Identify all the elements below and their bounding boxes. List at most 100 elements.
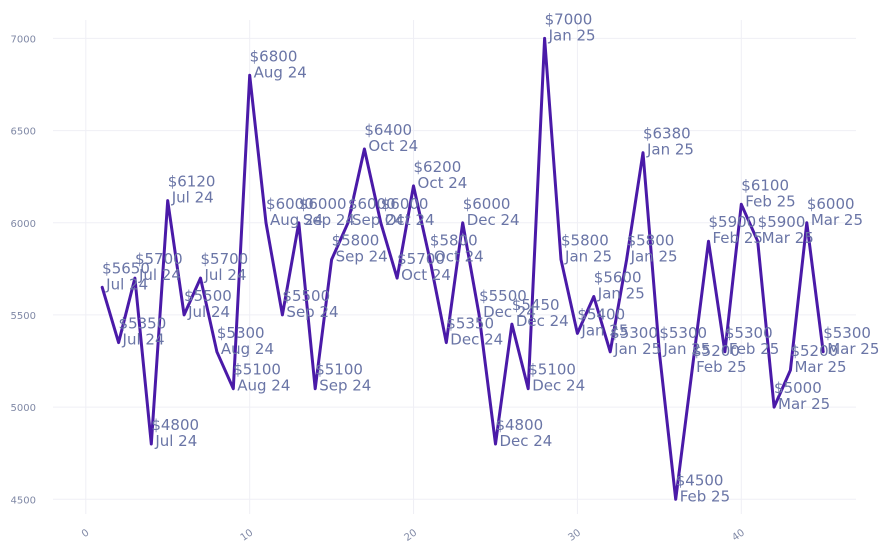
data-label: $6000 Sep 24 [299, 195, 355, 229]
data-label-month: Sep 24 [319, 377, 371, 395]
data-label-month: Jan 25 [564, 248, 612, 266]
data-label: $5100 Aug 24 [233, 361, 290, 395]
data-label-month: Jan 25 [597, 284, 645, 302]
data-label: $5650 Jul 24 [102, 259, 150, 293]
data-label-price: $5650 [102, 259, 150, 277]
data-label-price: $7000 [545, 10, 593, 28]
data-label-month: Oct 24 [434, 248, 484, 266]
data-label: $5800 Jan 25 [627, 232, 678, 266]
data-label-month: Dec 24 [532, 377, 585, 395]
data-label-price: $5500 [479, 287, 527, 305]
y-tick-label: 7000 [11, 34, 36, 45]
data-label-month: Dec 24 [467, 211, 520, 229]
data-label-price: $5100 [315, 361, 363, 379]
data-label: $5300 Jan 25 [610, 324, 661, 358]
data-label: $5100 Sep 24 [315, 361, 371, 395]
data-label: $5800 Sep 24 [332, 232, 388, 266]
data-label: $5800 Oct 24 [430, 232, 484, 266]
data-label-month: Sep 24 [303, 211, 355, 229]
data-label-price: $6380 [643, 125, 691, 143]
data-label-month: Jan 25 [548, 26, 596, 44]
data-label-price: $5100 [528, 361, 576, 379]
data-label-price: $5300 [725, 324, 773, 342]
data-label: $5700 Oct 24 [397, 250, 451, 284]
data-label: $5600 Jan 25 [594, 268, 645, 302]
data-label: $6000 Mar 25 [807, 195, 863, 229]
data-label-price: $6000 [348, 195, 396, 213]
data-label-month: Oct 24 [401, 266, 451, 284]
data-label-month: Jan 25 [646, 141, 694, 159]
data-label: $5450 Dec 24 [512, 296, 569, 330]
x-tick-label: 40 [730, 527, 747, 543]
data-label-month: Sep 24 [286, 303, 338, 321]
data-label-month: Sep 24 [352, 211, 404, 229]
data-label: $6100 Feb 25 [741, 176, 795, 210]
data-label: $5100 Dec 24 [528, 361, 585, 395]
data-label-month: Jul 24 [171, 189, 214, 207]
data-label: $5300 Mar 25 [823, 324, 879, 358]
data-label-price: $5700 [200, 250, 248, 268]
data-label-month: Jul 24 [154, 432, 197, 450]
data-label: $5200 Feb 25 [692, 342, 746, 376]
data-label-price: $5100 [233, 361, 281, 379]
y-tick-label: 6000 [11, 219, 36, 230]
data-label-price: $5500 [184, 287, 232, 305]
data-label: $7000 Jan 25 [545, 10, 596, 44]
data-label: $5350 Jul 24 [119, 315, 167, 349]
data-label-price: $5200 [790, 342, 838, 360]
data-label-month: Jul 24 [187, 303, 230, 321]
data-label-price: $5700 [135, 250, 183, 268]
data-label-month: Oct 24 [385, 211, 435, 229]
data-label-month: Aug 24 [221, 340, 274, 358]
x-tick-label: 10 [239, 527, 256, 543]
data-label-month: Aug 24 [237, 377, 290, 395]
data-label-price: $6100 [741, 176, 789, 194]
data-label-price: $6000 [807, 195, 855, 213]
data-label-month: Jan 25 [580, 321, 628, 339]
data-label-price: $5400 [577, 305, 625, 323]
data-label: $5900 Mar 25 [758, 213, 814, 247]
data-label-month: Mar 25 [762, 229, 814, 247]
data-label: $5400 Jan 25 [577, 305, 628, 339]
data-label-price: $6000 [266, 195, 314, 213]
data-label-price: $5000 [774, 379, 822, 397]
data-label-month: Mar 25 [811, 211, 863, 229]
data-label-month: Aug 24 [270, 211, 323, 229]
data-label: $5350 Dec 24 [446, 315, 503, 349]
data-label-month: Feb 25 [713, 229, 763, 247]
data-label: $5300 Aug 24 [217, 324, 274, 358]
y-tick-label: 5000 [11, 403, 36, 414]
data-label: $6200 Oct 24 [414, 158, 468, 192]
data-label-month: Jan 25 [662, 340, 710, 358]
data-label-price: $5300 [823, 324, 871, 342]
data-label-month: Jul 24 [203, 266, 246, 284]
data-label-price: $5900 [758, 213, 806, 231]
data-label: $4800 Dec 24 [495, 416, 552, 450]
data-label-price: $6400 [364, 121, 412, 139]
y-tick-label: 6500 [11, 127, 36, 138]
data-label: $6000 Aug 24 [266, 195, 323, 229]
data-label: $6800 Aug 24 [250, 47, 307, 81]
data-label-price: $6000 [299, 195, 347, 213]
data-label: $6000 Oct 24 [381, 195, 435, 229]
data-label: $5800 Jan 25 [561, 232, 612, 266]
data-label-price: $6000 [463, 195, 511, 213]
data-label: $5700 Jul 24 [200, 250, 248, 284]
data-label-price: $5800 [332, 232, 380, 250]
x-tick-label: 30 [566, 527, 583, 543]
data-label: $6000 Dec 24 [463, 195, 520, 229]
data-label: $5500 Sep 24 [282, 287, 338, 321]
data-label-month: Feb 25 [696, 358, 746, 376]
y-tick-label: 4500 [11, 495, 36, 506]
data-label-month: Oct 24 [368, 137, 418, 155]
y-tick-label: 5500 [11, 311, 36, 322]
data-labels: $5650 Jul 24$5350 Jul 24$5700 Jul 24$4800 Ju… [102, 10, 879, 505]
data-label-month: Jul 24 [138, 266, 181, 284]
data-label-price: $4500 [676, 471, 724, 489]
data-label-price: $5600 [594, 268, 642, 286]
data-label-month: Oct 24 [418, 174, 468, 192]
x-tick-label: 20 [403, 527, 420, 543]
data-label: $4800 Jul 24 [151, 416, 199, 450]
data-label-price: $4800 [495, 416, 543, 434]
data-label-price: $6200 [414, 158, 462, 176]
